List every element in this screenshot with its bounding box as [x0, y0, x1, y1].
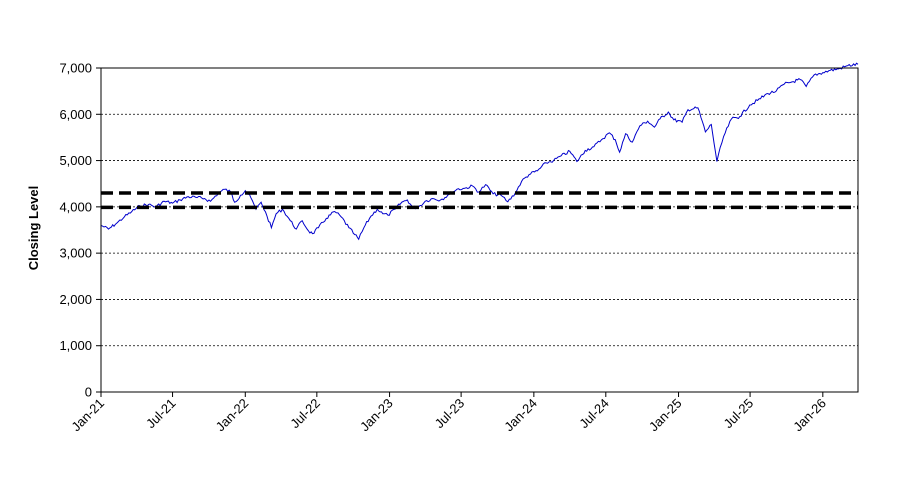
y-tick-label: 1,000 [59, 338, 92, 353]
x-tick-label: Jul-21 [143, 396, 179, 432]
y-tick-label: 3,000 [59, 246, 92, 261]
x-tick-label: Jul-24 [576, 396, 612, 432]
x-tick-label: Jul-25 [721, 396, 757, 432]
x-axis-ticks: Jan-21 Jul-21 Jan-22 Jul-22 Jan-23 Jul-23 Jan-… [68, 392, 829, 434]
y-axis-ticks: 0 1,000 2,000 3,000 4,000 5,000 6,000 7,000 [59, 61, 101, 400]
x-tick-label: Jan-23 [357, 396, 396, 435]
y-tick-label: 4,000 [59, 199, 92, 214]
x-tick-label: Jan-24 [501, 396, 540, 435]
y-tick-label: 6,000 [59, 107, 92, 122]
y-tick-label: 2,000 [59, 292, 92, 307]
series-layer [100, 62, 859, 241]
x-tick-label: Jan-21 [68, 396, 107, 435]
y-tick-label: 0 [85, 385, 92, 400]
reference-lines [101, 191, 858, 210]
y-tick-label: 5,000 [59, 153, 92, 168]
x-tick-label: Jan-22 [213, 396, 252, 435]
plot-area-frame [100, 67, 859, 393]
closing-level-series-line [100, 62, 859, 241]
y-tick-label: 7,000 [59, 61, 92, 76]
x-tick-label: Jul-23 [432, 396, 468, 432]
y-axis-title: Closing Level [26, 186, 41, 271]
x-tick-label: Jan-25 [646, 396, 685, 435]
gridlines [101, 113, 858, 347]
x-tick-label: Jan-26 [790, 396, 829, 435]
x-tick-label: Jul-22 [287, 396, 323, 432]
